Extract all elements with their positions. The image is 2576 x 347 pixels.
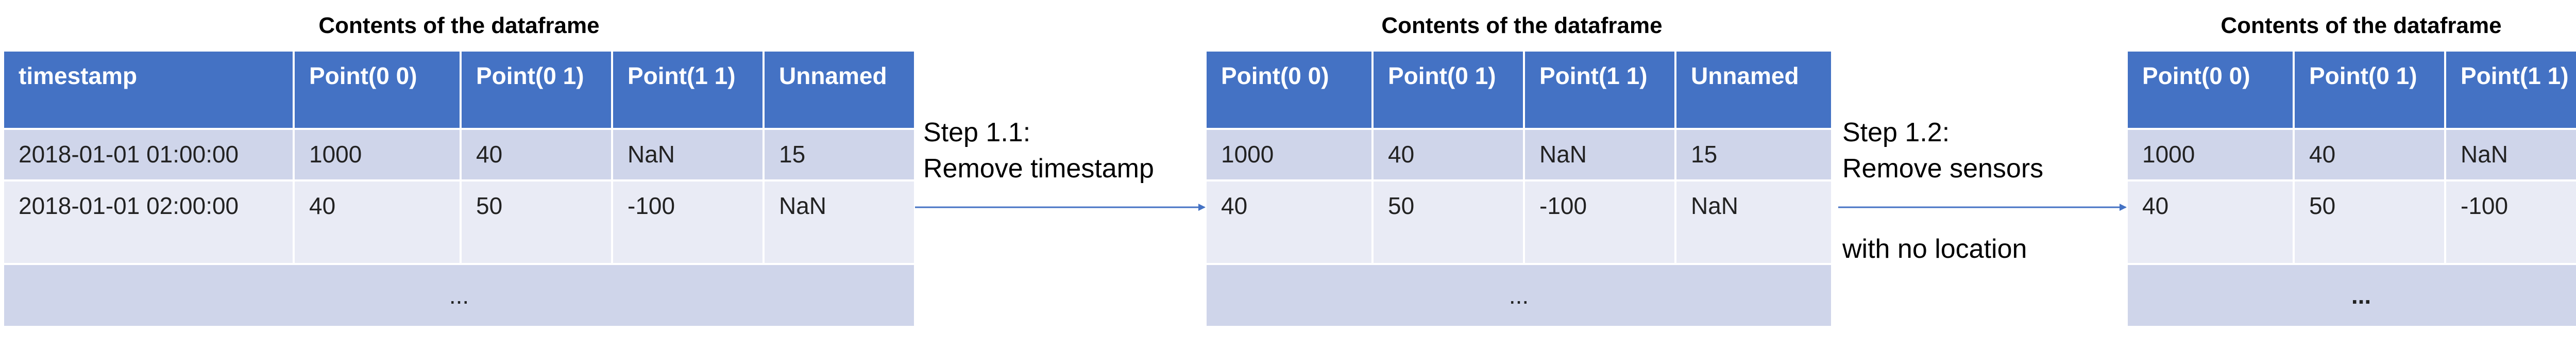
ellipsis-row: ... (2128, 265, 2576, 326)
ellipsis-row: ... (4, 265, 914, 326)
table-cell: NaN (1676, 181, 1831, 263)
step-description: Remove sensors (1842, 154, 2044, 184)
column-header: Point(0 0) (1207, 52, 1371, 128)
panel-caption: Contents of the dataframe (318, 13, 600, 38)
column-header: Point(1 1) (613, 52, 762, 128)
table-cell: 40 (462, 130, 611, 179)
column-header: Point(0 1) (2295, 52, 2444, 128)
column-header: Point(0 1) (1374, 52, 1523, 128)
ellipsis-row: ... (1207, 265, 1831, 326)
table-cell: -100 (1525, 181, 1674, 263)
table-cell: 40 (2295, 130, 2444, 179)
table-cell: -100 (613, 181, 762, 263)
table-cell: 15 (1676, 130, 1831, 179)
dataframe-panel-1: Contents of the dataframe timestamp Poin… (4, 0, 914, 335)
table-cell: 40 (1207, 181, 1371, 263)
step-title: Step 1.1: (923, 118, 1031, 147)
table-cell: 50 (462, 181, 611, 263)
table-cell: NaN (1525, 130, 1674, 179)
table-cell: 2018-01-01 01:00:00 (4, 130, 293, 179)
table-cell: 1000 (295, 130, 460, 179)
column-header: Unnamed (1676, 52, 1831, 128)
column-header: Unnamed (765, 52, 914, 128)
table-cell: NaN (765, 181, 914, 263)
table-cell: 50 (2295, 181, 2444, 263)
table-cell: -100 (2446, 181, 2576, 263)
dataframe-panel-3: Contents of the dataframe Point(0 0) Poi… (2128, 0, 2576, 330)
column-header: Point(0 0) (295, 52, 460, 128)
column-header: Point(1 1) (2446, 52, 2576, 128)
table-cell: NaN (2446, 130, 2576, 179)
table-cell: 15 (765, 130, 914, 179)
step-1-1-label: Step 1.1: Remove timestamp (923, 114, 1154, 187)
table-cell: 1000 (2128, 130, 2293, 179)
step-description-continued: with no location (1842, 234, 2027, 264)
table-cell: 40 (2128, 181, 2293, 263)
table-cell: NaN (613, 130, 762, 179)
step-1-2-continuation: with no location (1842, 231, 2027, 267)
table-cell: 40 (1374, 130, 1523, 179)
column-header: Point(1 1) (1525, 52, 1674, 128)
table-cell: 1000 (1207, 130, 1371, 179)
step-title: Step 1.2: (1842, 118, 1950, 147)
step-1-2-label: Step 1.2: Remove sensors (1842, 114, 2043, 187)
panel-caption: Contents of the dataframe (2221, 13, 2502, 38)
column-header: Point(0 1) (462, 52, 611, 128)
table-cell: 40 (295, 181, 460, 263)
panel-caption: Contents of the dataframe (1381, 13, 1663, 38)
column-header: Point(0 0) (2128, 52, 2293, 128)
table-cell: 50 (1374, 181, 1523, 263)
dataframe-panel-2: Contents of the dataframe Point(0 0) Poi… (1207, 0, 1837, 330)
step-description: Remove timestamp (923, 154, 1154, 184)
column-header: timestamp (4, 52, 293, 128)
table-cell: 2018-01-01 02:00:00 (4, 181, 293, 263)
